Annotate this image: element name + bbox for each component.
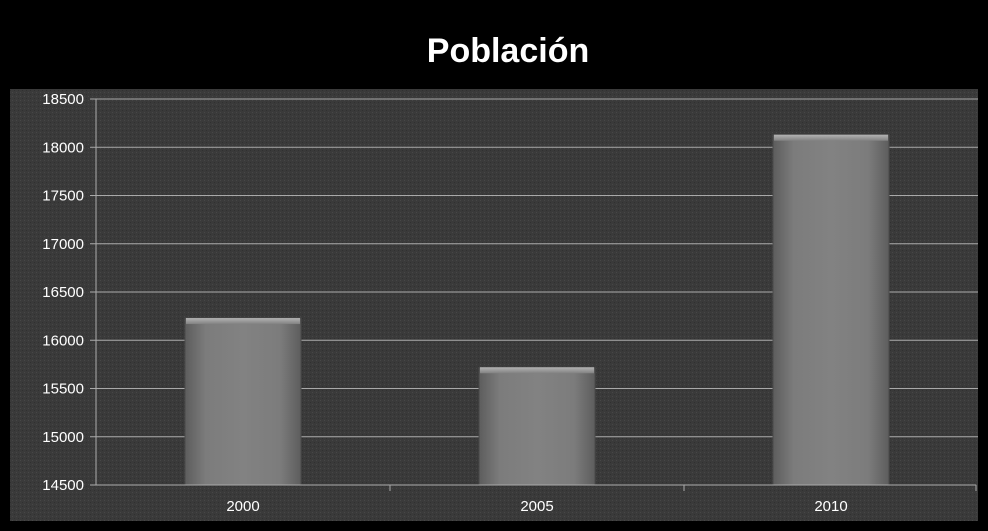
bar-top-highlight bbox=[480, 367, 594, 374]
y-tick-labels: 14500 15000 15500 16000 16500 17000 17500 18000… bbox=[42, 91, 84, 494]
y-tick-label: 17500 bbox=[42, 188, 84, 205]
bar bbox=[772, 134, 890, 486]
y-tick-label: 14500 bbox=[42, 477, 84, 494]
bar-2010 bbox=[772, 134, 890, 486]
x-tick-label: 2005 bbox=[520, 498, 553, 515]
chart-title: Población bbox=[427, 32, 589, 70]
bar-2000 bbox=[184, 317, 302, 486]
axes bbox=[95, 99, 977, 491]
y-tick-label: 15000 bbox=[42, 429, 84, 446]
y-tick-label: 16000 bbox=[42, 332, 84, 349]
bar-2005 bbox=[478, 366, 596, 486]
bar bbox=[478, 366, 596, 486]
y-tick-label: 18500 bbox=[42, 91, 84, 108]
y-tick-label: 15500 bbox=[42, 381, 84, 398]
y-tick-label: 16500 bbox=[42, 284, 84, 301]
x-tick-label: 2010 bbox=[814, 498, 847, 515]
x-tick-labels: 2000 2005 2010 bbox=[226, 498, 847, 515]
title-band bbox=[10, 10, 978, 89]
x-tick-label: 2000 bbox=[226, 498, 259, 515]
bars bbox=[184, 134, 890, 486]
bar-top-highlight bbox=[186, 318, 300, 325]
y-tick-label: 17000 bbox=[42, 236, 84, 253]
bar bbox=[184, 317, 302, 486]
y-tick-label: 18000 bbox=[42, 139, 84, 156]
bar-top-highlight bbox=[774, 134, 888, 141]
